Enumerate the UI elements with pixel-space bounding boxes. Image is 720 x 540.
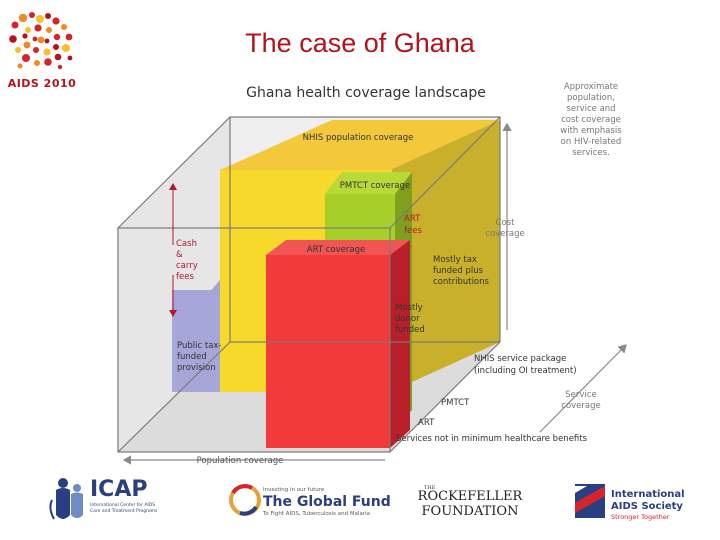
aids2010-logo: AIDS 2010 (8, 12, 77, 90)
donor-funded-label: funded (395, 325, 425, 335)
note-line: Approximate (564, 82, 618, 92)
service-coverage-label: Service (565, 390, 596, 400)
donor-funded-label: donor (395, 314, 420, 324)
icap-logo-text: ICAP (90, 477, 147, 502)
mostly-tax-label: funded plus (433, 266, 484, 276)
ias-emblem-icon (575, 484, 605, 518)
pmtct-block-top (325, 172, 412, 194)
global-fund-tagline: Investing in our future (263, 487, 325, 493)
cube-outline (117, 116, 501, 453)
icap-figures-icon (49, 478, 83, 520)
global-fund-caption: To Fight AIDS, Tuberculosis and Malaria (262, 511, 370, 517)
icap-caption: Care and Treatment Programs (90, 508, 158, 514)
cash-fees-label: Cash (176, 239, 197, 249)
mostly-tax-label: contributions (433, 277, 490, 287)
cash-fees-label: carry (176, 261, 198, 271)
nhis-population-label: NHIS population coverage (303, 133, 414, 143)
icap-caption: International Center for AIDS (90, 502, 155, 508)
coverage-note: Approximate population, service and cost… (560, 82, 622, 158)
services-not-minimum-label: Services not in minimum healthcare benef… (396, 434, 588, 444)
rockefeller-logo: THE ROCKEFELLER FOUNDATION (418, 485, 524, 519)
art-fees-label: fees (404, 226, 422, 236)
cash-fees-label: fees (176, 272, 194, 282)
nhis-service-package-label: (including OI treatment) (474, 366, 577, 376)
art-service-label: ART (418, 418, 435, 428)
mostly-tax-label: Mostly tax (433, 255, 477, 265)
art-block-front (266, 255, 390, 448)
slide-title: The case of Ghana (245, 28, 475, 58)
note-line: services. (572, 148, 610, 158)
ias-line1: International (611, 489, 685, 500)
note-line: service and (566, 104, 615, 114)
global-fund-logo: Investing in our future The Global Fund … (229, 484, 391, 517)
nhis-service-package-label: NHIS service package (474, 354, 566, 364)
ias-line2: AIDS Society (611, 501, 683, 512)
service-axis-arrow (539, 344, 627, 433)
donor-funded-label: Mostly (395, 303, 423, 313)
note-line: on HIV-related (561, 137, 622, 147)
aids2010-dots-icon (9, 12, 73, 70)
pmtct-service-label: PMTCT (441, 398, 470, 408)
note-line: cost coverage (561, 115, 621, 125)
population-coverage-label: Population coverage (197, 456, 284, 466)
rockefeller-prefix: THE (424, 485, 436, 491)
aids2010-logo-text: AIDS 2010 (8, 77, 77, 90)
art-fees-label: ART (404, 214, 421, 224)
public-tax-label: provision (177, 363, 216, 373)
diagram-heading: Ghana health coverage landscape (246, 85, 486, 101)
note-line: population, (567, 93, 615, 103)
cost-coverage-label: Cost (496, 218, 516, 228)
global-fund-emblem-icon (229, 484, 261, 516)
public-tax-label: Public tax- (177, 341, 222, 351)
service-coverage-label: coverage (561, 401, 600, 411)
art-coverage-label: ART coverage (307, 245, 365, 255)
nhis-block-top (220, 120, 500, 170)
pmtct-coverage-label: PMTCT coverage (340, 181, 410, 191)
nhis-block-side (390, 120, 500, 392)
global-fund-logo-text: The Global Fund (263, 494, 391, 510)
rockefeller-line1: ROCKEFELLER (418, 489, 524, 504)
public-tax-label: funded (177, 352, 207, 362)
ias-logo: International AIDS Society Stronger Toge… (575, 484, 685, 521)
art-block-side (390, 240, 410, 448)
cost-coverage-label: coverage (485, 229, 524, 239)
cash-fees-label: & (176, 250, 183, 260)
note-line: with emphasis (560, 126, 622, 136)
ias-tagline: Stronger Together (611, 513, 670, 521)
rockefeller-line2: FOUNDATION (422, 504, 519, 519)
icap-logo: ICAP International Center for AIDS Care … (49, 477, 158, 520)
art-block-top (266, 240, 410, 255)
